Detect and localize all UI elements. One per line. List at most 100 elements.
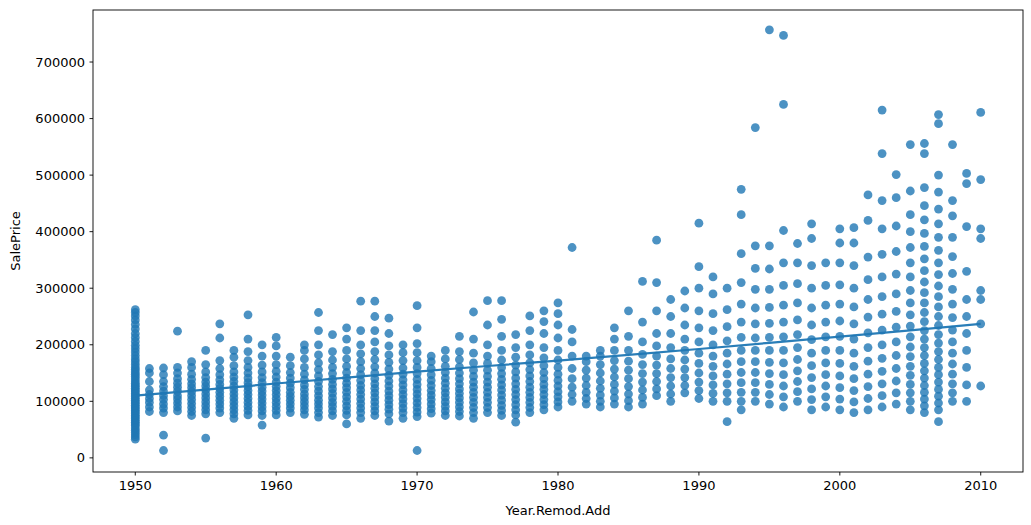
y-tick-label: 700000 [35,55,85,70]
scatter-point [286,353,295,362]
scatter-point [948,252,957,261]
scatter-point [962,363,971,372]
scatter-point [610,373,619,382]
scatter-point [723,336,732,345]
scatter-point [850,398,859,407]
scatter-point [342,355,351,364]
scatter-point [258,421,267,430]
scatter-point [652,369,661,378]
scatter-point [342,335,351,344]
scatter-point [525,340,534,349]
scatter-point [765,380,774,389]
scatter-point [934,347,943,356]
scatter-point [920,343,929,352]
scatter-point [962,312,971,321]
scatter-point [765,358,774,367]
scatter-point [779,301,788,310]
scatter-point [483,296,492,305]
scatter-point [864,216,873,225]
scatter-point [765,390,774,399]
scatter-point [850,303,859,312]
scatter-point [934,363,943,372]
scatter-point [638,318,647,327]
scatter-point [370,338,379,347]
scatter-point [554,334,563,343]
scatter-point [695,323,704,332]
scatter-point [948,338,957,347]
scatter-point [878,250,887,259]
scatter-point [878,224,887,233]
scatter-point [709,309,718,318]
scatter-point [821,382,830,391]
scatter-point [878,149,887,158]
scatter-point [892,290,901,299]
scatter-point [737,368,746,377]
scatter-point [821,346,830,355]
scatter-point [695,386,704,395]
scatter-point [610,335,619,344]
scatter-point [807,261,816,270]
scatter-point [920,149,929,158]
scatter-point [723,417,732,426]
scatter-point [906,362,915,371]
scatter-point [554,309,563,318]
scatter-point [906,187,915,196]
scatter-point [666,382,675,391]
scatter-point [920,308,929,317]
scatter-point [666,312,675,321]
scatter-point [624,306,633,315]
scatter-point [751,285,760,294]
scatter-point [920,266,929,275]
scatter-point [723,360,732,369]
scatter-point [793,316,802,325]
scatter-point [835,372,844,381]
scatter-point [934,292,943,301]
scatter-point [399,348,408,357]
scatter-point [892,388,901,397]
scatter-point [850,223,859,232]
scatter-point [568,383,577,392]
scatter-point [793,299,802,308]
scatter-point [525,326,534,335]
scatter-point [737,378,746,387]
scatter-point [695,369,704,378]
scatter-point [850,349,859,358]
scatter-point [821,281,830,290]
scatter-point [934,171,943,180]
scatter-point [737,333,746,342]
scatter-point [441,355,450,364]
scatter-point [413,356,422,365]
scatter-point [314,359,323,368]
scatter-point [709,352,718,361]
scatter-point [695,378,704,387]
scatter-point [300,363,309,372]
scatter-point [638,360,647,369]
scatter-point [779,392,788,401]
scatter-point [638,386,647,395]
scatter-point [370,347,379,356]
scatter-point [864,295,873,304]
scatter-point [906,310,915,319]
scatter-point [215,334,224,343]
scatter-point [934,119,943,128]
scatter-point [497,346,506,355]
scatter-point [737,185,746,194]
y-tick-label: 0 [77,450,85,465]
scatter-point [497,296,506,305]
scatter-point [878,292,887,301]
scatter-point [525,351,534,360]
scatter-point [779,258,788,267]
scatter-point [652,361,661,370]
scatter-point [737,357,746,366]
scatter-point [370,297,379,306]
scatter-point [666,295,675,304]
scatter-point [765,25,774,34]
scatter-point [864,343,873,352]
scatter-point [540,329,549,338]
scatter-point [314,308,323,317]
scatter-point [582,366,591,375]
scatter-point [624,332,633,341]
scatter-point [821,392,830,401]
scatter-point [934,205,943,214]
scatter-point [469,335,478,344]
